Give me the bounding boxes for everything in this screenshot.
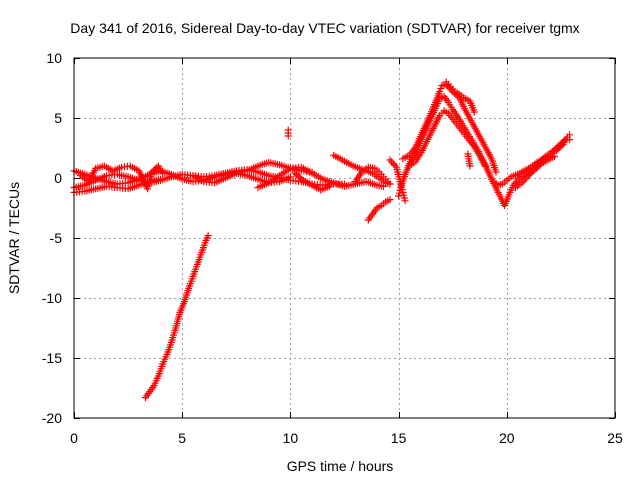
data-point bbox=[386, 196, 394, 204]
y-axis-label: SDTVAR / TECUs bbox=[6, 182, 22, 294]
data-point bbox=[284, 132, 292, 140]
data-point bbox=[550, 152, 558, 160]
series-arc-20 bbox=[464, 150, 474, 170]
series-arc-18 bbox=[284, 126, 292, 140]
y-tick-label: -10 bbox=[42, 290, 62, 306]
series-arc-14 bbox=[405, 107, 489, 170]
data-point-interp bbox=[526, 170, 534, 178]
y-tick-label: -15 bbox=[42, 350, 62, 366]
data-point bbox=[470, 108, 478, 116]
data-point bbox=[159, 169, 167, 177]
data-point-interp bbox=[528, 169, 536, 177]
data-point-interp bbox=[554, 145, 562, 153]
y-tick-label: -20 bbox=[42, 410, 62, 426]
data-point bbox=[286, 173, 294, 181]
x-tick-label: 0 bbox=[70, 430, 78, 446]
y-tick-label: 0 bbox=[54, 170, 62, 186]
data-point-interp bbox=[557, 142, 565, 150]
x-tick-label: 20 bbox=[499, 430, 515, 446]
x-tick-label: 25 bbox=[607, 430, 623, 446]
series-arc-06 bbox=[254, 163, 387, 192]
data-point bbox=[553, 146, 561, 154]
data-point-interp bbox=[529, 167, 537, 175]
data-point-interp bbox=[556, 143, 564, 151]
series-arc-17 bbox=[511, 152, 558, 192]
data-point bbox=[566, 131, 574, 139]
data-point-interp bbox=[533, 164, 541, 172]
x-tick-label: 15 bbox=[391, 430, 407, 446]
x-axis-label: GPS time / hours bbox=[287, 458, 394, 474]
data-point bbox=[481, 162, 489, 170]
x-tick-label: 10 bbox=[283, 430, 299, 446]
chart-title: Day 341 of 2016, Sidereal Day-to-day VTE… bbox=[70, 20, 579, 36]
data-point-interp bbox=[150, 167, 158, 174]
series-arc-04 bbox=[76, 162, 167, 193]
data-point-interp bbox=[437, 85, 445, 93]
data-point-interp bbox=[298, 175, 306, 183]
series-arc-09 bbox=[351, 163, 394, 188]
data-point bbox=[157, 175, 165, 183]
data-point bbox=[492, 168, 500, 176]
data-point bbox=[204, 232, 212, 240]
series-arc-07 bbox=[291, 169, 333, 194]
data-point bbox=[466, 162, 474, 170]
series-arc-15 bbox=[442, 78, 478, 116]
series-arc-10 bbox=[141, 232, 212, 402]
data-point bbox=[531, 166, 539, 174]
ticks-layer: 0 5 10 15 20 25 -20 -15 -10 -5 0 5 10 bbox=[42, 50, 623, 446]
series-arc-11 bbox=[364, 196, 394, 224]
data-point-interp bbox=[153, 164, 161, 171]
data-point-interp bbox=[536, 161, 544, 169]
data-point-interp bbox=[534, 163, 542, 171]
data-point bbox=[436, 88, 444, 96]
marks-layer bbox=[70, 78, 574, 402]
data-point bbox=[325, 182, 333, 190]
y-tick-label: -5 bbox=[50, 230, 63, 246]
data-point bbox=[401, 197, 409, 205]
y-tick-label: 5 bbox=[54, 110, 62, 126]
data-point bbox=[148, 168, 156, 176]
data-point bbox=[524, 172, 532, 180]
data-point bbox=[386, 180, 394, 188]
x-tick-label: 5 bbox=[178, 430, 186, 446]
series-arc-19 bbox=[386, 156, 409, 205]
y-tick-label: 10 bbox=[46, 50, 62, 66]
